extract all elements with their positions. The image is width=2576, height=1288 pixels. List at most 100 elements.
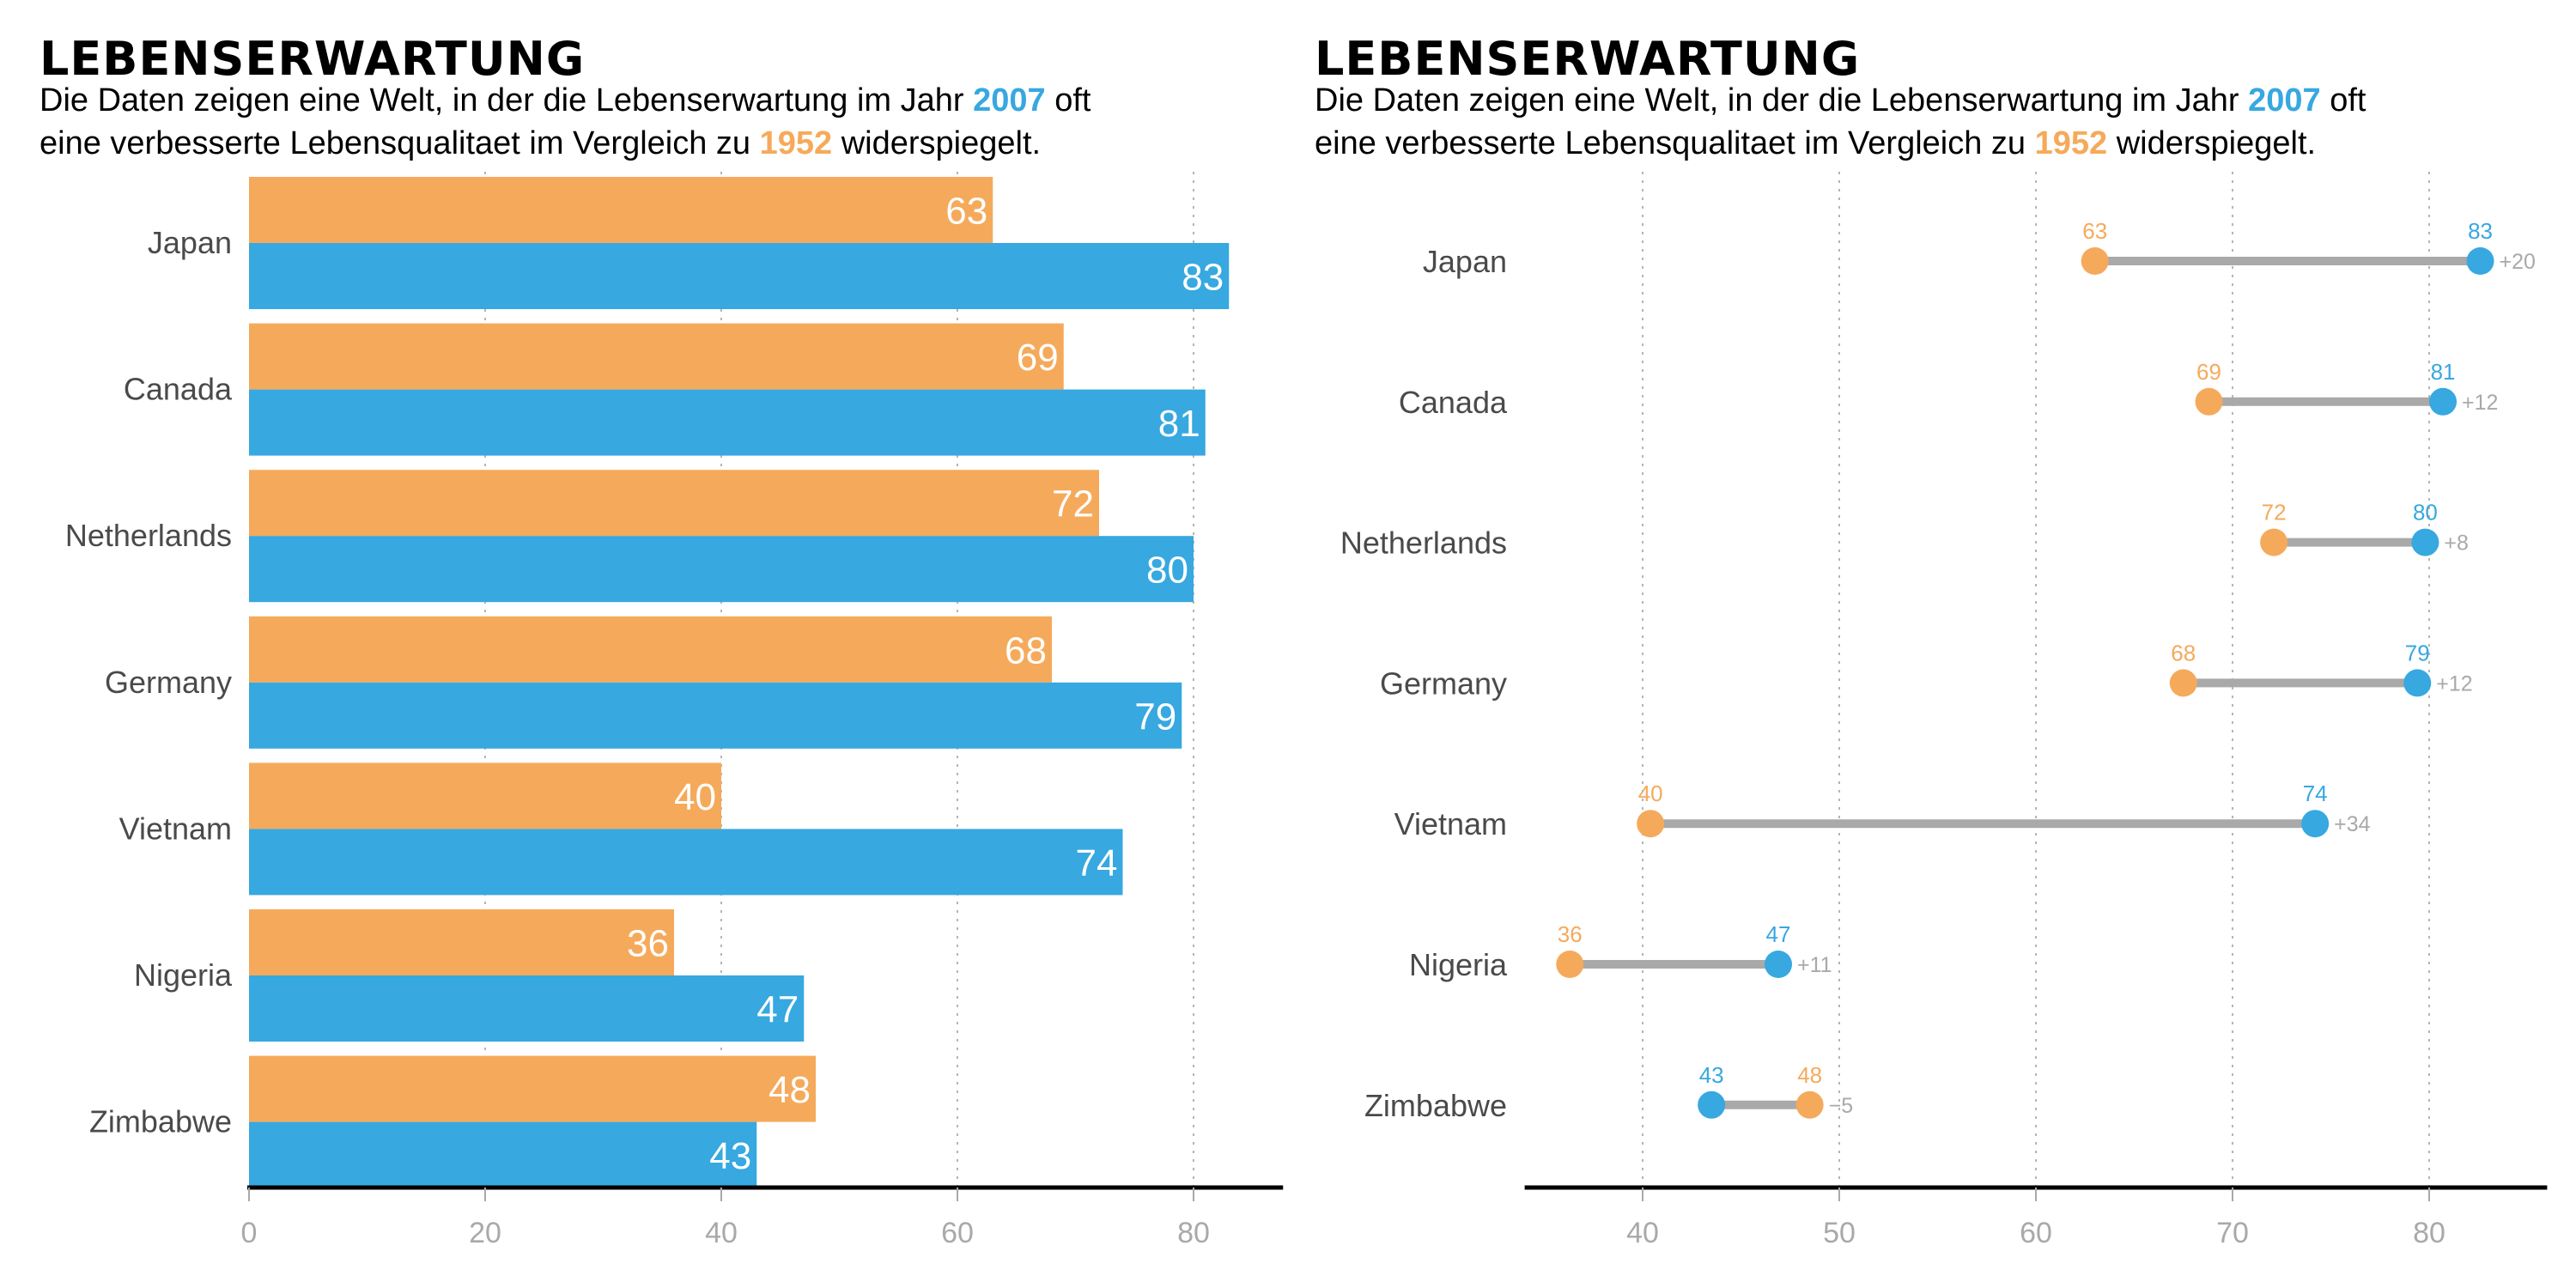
data-label-2007: 81 bbox=[1158, 403, 1200, 445]
highlight-1952: 1952 bbox=[2034, 125, 2108, 161]
bar-2007 bbox=[249, 975, 805, 1042]
x-tick-label: 60 bbox=[2020, 1217, 2052, 1249]
x-tick-label: 40 bbox=[1626, 1217, 1659, 1249]
data-label-1952: 36 bbox=[627, 923, 669, 965]
subtitle-text: eine verbesserte Lebensqualitaet im Verg… bbox=[1315, 125, 2035, 161]
difference-label: −5 bbox=[1829, 1094, 1854, 1118]
point-2007 bbox=[2466, 247, 2494, 275]
bar-2007 bbox=[249, 536, 1194, 603]
data-label-2007: 47 bbox=[1766, 921, 1791, 947]
chart-subtitle: Die Daten zeigen eine Welt, in der die L… bbox=[39, 79, 1091, 165]
x-tick-label: 60 bbox=[941, 1217, 974, 1249]
subtitle-text: Die Daten zeigen eine Welt, in der die L… bbox=[1315, 82, 2249, 118]
x-tick-label: 0 bbox=[241, 1217, 258, 1249]
difference-label: +12 bbox=[2436, 671, 2472, 696]
bar-2007 bbox=[249, 243, 1230, 309]
bar-chart: 63 83 Japan 69 81 Canada 72 80 Netherlands 68 79 Ge… bbox=[65, 172, 1284, 1249]
point-2007 bbox=[2429, 387, 2458, 416]
point-2007 bbox=[2403, 669, 2432, 697]
country-label: Japan bbox=[148, 225, 232, 260]
difference-label: +12 bbox=[2462, 391, 2498, 415]
difference-label: +11 bbox=[1797, 953, 1832, 977]
country-label: Nigeria bbox=[134, 957, 233, 993]
data-label-2007: 80 bbox=[1146, 550, 1188, 592]
country-label: Canada bbox=[124, 372, 233, 407]
bar-2007 bbox=[249, 682, 1182, 749]
data-label-1952: 72 bbox=[1052, 483, 1094, 526]
x-tick-label: 50 bbox=[1823, 1217, 1856, 1249]
data-label-2007: 83 bbox=[1182, 257, 1224, 299]
x-tick-label: 80 bbox=[1177, 1217, 1210, 1249]
country-label: Zimbabwe bbox=[89, 1104, 232, 1139]
country-label: Netherlands bbox=[1340, 526, 1507, 561]
point-1952 bbox=[2195, 387, 2223, 416]
data-label-2007: 47 bbox=[756, 989, 799, 1031]
point-1952 bbox=[1795, 1091, 1824, 1119]
x-tick-label: 80 bbox=[2413, 1217, 2445, 1249]
country-label: Japan bbox=[1423, 244, 1507, 279]
data-label-1952: 68 bbox=[1005, 629, 1047, 671]
point-1952 bbox=[1556, 951, 1584, 978]
point-1952 bbox=[1637, 810, 1665, 838]
country-label: Germany bbox=[105, 665, 232, 700]
data-label-1952: 40 bbox=[1638, 781, 1663, 806]
subtitle-text: widerspiegelt. bbox=[2107, 125, 2317, 161]
difference-label: +8 bbox=[2444, 532, 2469, 556]
subtitle-text: eine verbesserte Lebensqualitaet im Verg… bbox=[39, 125, 760, 161]
x-tick-label: 70 bbox=[2216, 1217, 2249, 1249]
highlight-1952: 1952 bbox=[759, 125, 833, 161]
country-label: Netherlands bbox=[65, 518, 232, 553]
point-1952 bbox=[2081, 247, 2109, 275]
data-label-2007: 79 bbox=[1134, 696, 1176, 738]
right-panel: LEBENSERWARTUNG Die Daten zeigen eine We… bbox=[1288, 0, 2576, 1288]
bar-1952 bbox=[249, 909, 674, 975]
data-label-2007: 80 bbox=[2413, 500, 2438, 526]
bar-1952 bbox=[249, 1055, 816, 1122]
data-label-2007: 79 bbox=[2405, 640, 2430, 665]
country-label: Vietnam bbox=[119, 811, 232, 846]
data-label-2007: 83 bbox=[2468, 218, 2493, 244]
bar-1952 bbox=[249, 616, 1052, 683]
data-label-1952: 72 bbox=[2262, 500, 2287, 526]
subtitle-text: Die Daten zeigen eine Welt, in der die L… bbox=[39, 82, 974, 118]
data-label-2007: 74 bbox=[1076, 842, 1118, 884]
bar-2007 bbox=[249, 389, 1206, 456]
subtitle-line-2: eine verbesserte Lebensqualitaet im Verg… bbox=[1315, 122, 2366, 165]
bar-1952 bbox=[249, 323, 1064, 390]
data-label-1952: 68 bbox=[2171, 640, 2196, 665]
bar-1952 bbox=[249, 470, 1099, 537]
data-label-1952: 40 bbox=[674, 776, 716, 818]
chart-subtitle: Die Daten zeigen eine Welt, in der die L… bbox=[1315, 79, 2366, 165]
bar-2007 bbox=[249, 1121, 757, 1188]
data-label-1952: 63 bbox=[945, 191, 987, 233]
data-label-1952: 36 bbox=[1558, 921, 1583, 947]
point-1952 bbox=[2169, 669, 2197, 697]
difference-label: +20 bbox=[2500, 250, 2536, 274]
data-label-2007: 43 bbox=[1699, 1062, 1724, 1088]
difference-label: +34 bbox=[2334, 812, 2371, 836]
data-label-1952: 63 bbox=[2082, 218, 2107, 244]
point-2007 bbox=[1698, 1091, 1726, 1119]
data-label-2007: 43 bbox=[709, 1135, 751, 1177]
bar-2007 bbox=[249, 829, 1123, 896]
country-label: Canada bbox=[1399, 385, 1508, 420]
bar-1952 bbox=[249, 177, 993, 243]
subtitle-line-1: Die Daten zeigen eine Welt, in der die L… bbox=[1315, 79, 2366, 122]
country-label: Germany bbox=[1380, 665, 1507, 701]
data-label-1952: 69 bbox=[1017, 337, 1059, 379]
bar-1952 bbox=[249, 762, 721, 829]
point-2007 bbox=[2301, 810, 2330, 838]
subtitle-text: oft bbox=[1045, 82, 1091, 118]
point-2007 bbox=[1765, 951, 1793, 978]
point-2007 bbox=[2411, 528, 2439, 556]
point-1952 bbox=[2260, 528, 2288, 556]
chart-title: LEBENSERWARTUNG bbox=[39, 32, 586, 86]
subtitle-text: widerspiegelt. bbox=[832, 125, 1042, 161]
data-label-2007: 74 bbox=[2303, 781, 2328, 806]
highlight-2007: 2007 bbox=[973, 82, 1046, 118]
country-label: Zimbabwe bbox=[1364, 1088, 1507, 1123]
left-panel: LEBENSERWARTUNG Die Daten zeigen eine We… bbox=[39, 32, 1284, 1249]
x-tick-label: 20 bbox=[469, 1217, 501, 1249]
subtitle-line-2: eine verbesserte Lebensqualitaet im Verg… bbox=[39, 122, 1091, 165]
